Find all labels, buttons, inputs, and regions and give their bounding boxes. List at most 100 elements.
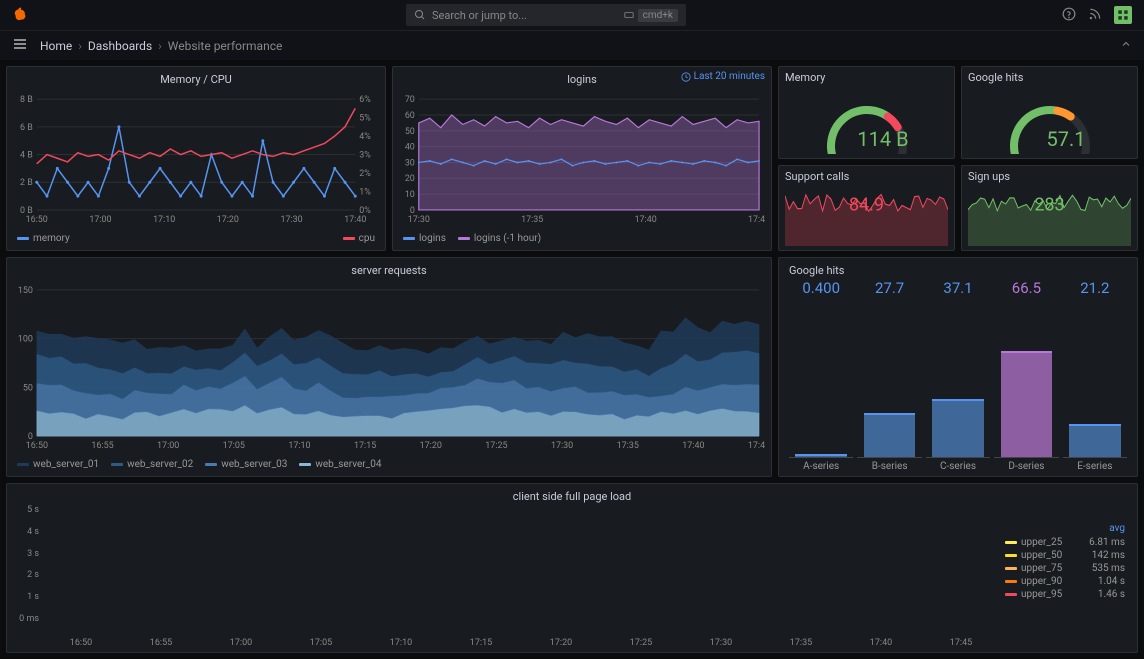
svg-text:57.1: 57.1	[1046, 127, 1085, 151]
panel-memory-gauge[interactable]: Memory 114 B	[778, 66, 955, 159]
svg-text:4 B: 4 B	[20, 151, 33, 161]
chart-logins: 01020304050607017:3017:3517:4017:45	[399, 88, 765, 231]
bar-value: 21.2	[1080, 279, 1109, 297]
svg-text:17:30: 17:30	[408, 215, 430, 225]
panel-support-calls[interactable]: Support calls 84.9	[778, 165, 955, 251]
svg-text:17:40: 17:40	[344, 215, 366, 225]
svg-text:17:15: 17:15	[354, 441, 376, 451]
breadcrumb: Home › Dashboards › Website performance	[40, 39, 282, 53]
legend-item[interactable]: upper_951.46 s	[1005, 589, 1125, 600]
panel-title: Support calls	[785, 170, 948, 183]
bar-rect	[864, 413, 916, 457]
legend-item[interactable]: upper_901.04 s	[1005, 576, 1125, 587]
svg-text:4%: 4%	[359, 132, 371, 142]
svg-text:17:40: 17:40	[635, 215, 657, 225]
svg-text:50: 50	[405, 127, 415, 137]
chart-memory-cpu: 0 B2 B4 B6 B8 B0%1%2%3%4%5%6%16:5017:001…	[13, 88, 379, 231]
svg-text:6%: 6%	[359, 95, 371, 105]
panel-googlehits-gauge[interactable]: Google hits 57.1	[961, 66, 1138, 159]
svg-text:16:50: 16:50	[26, 441, 48, 451]
panel-logins[interactable]: logins Last 20 minutes 01020304050607017…	[392, 66, 772, 251]
bar-col[interactable]: 21.2 E-series	[1063, 279, 1127, 472]
panel-server-requests[interactable]: server requests 05010015016:5016:5517:00…	[6, 257, 772, 477]
panel-sign-ups[interactable]: Sign ups 283	[961, 165, 1138, 251]
panel-page-load[interactable]: client side full page load 5 s4 s3 s2 s1…	[6, 483, 1138, 653]
legend-item[interactable]: web_server_01	[17, 459, 99, 470]
svg-text:6 B: 6 B	[20, 123, 33, 133]
legend: web_server_01 web_server_02 web_server_03 w…	[13, 457, 765, 472]
bar-rect	[932, 399, 984, 457]
svg-text:16:50: 16:50	[26, 215, 48, 225]
panel-title: client side full page load	[13, 488, 1131, 505]
svg-text:20: 20	[405, 174, 415, 184]
svg-text:8 B: 8 B	[20, 95, 33, 105]
bars-row: 0.400 A-series 27.7 B-series 37.1 C-seri…	[785, 279, 1131, 472]
legend-item[interactable]: upper_50142 ms	[1005, 550, 1125, 561]
panel-title: Sign ups	[968, 170, 1131, 183]
chart-server-requests: 05010015016:5016:5517:0017:0517:1017:151…	[13, 279, 765, 457]
legend-item[interactable]: web_server_04	[299, 459, 381, 470]
menu-icon[interactable]	[12, 36, 28, 55]
bar-col[interactable]: 66.5 D-series	[994, 279, 1058, 472]
bar-label: B-series	[872, 461, 908, 472]
svg-text:30: 30	[405, 158, 415, 168]
legend-item[interactable]: upper_75535 ms	[1005, 563, 1125, 574]
search-input[interactable]: Search or jump to... cmd+k	[406, 4, 686, 26]
breadcrumb-sep: ›	[78, 39, 82, 53]
legend-item-memory[interactable]: memory	[17, 233, 70, 244]
breadcrumb-current: Website performance	[168, 39, 283, 53]
svg-text:40: 40	[405, 143, 415, 153]
bar-label: D-series	[1008, 461, 1044, 472]
keyboard-icon	[624, 10, 634, 20]
bar-rect	[1069, 424, 1121, 457]
svg-text:17:10: 17:10	[153, 215, 175, 225]
svg-text:2 B: 2 B	[20, 178, 33, 188]
svg-text:17:05: 17:05	[223, 441, 245, 451]
svg-text:17:30: 17:30	[280, 215, 302, 225]
stacked-bars	[41, 505, 1001, 638]
legend: memory cpu	[13, 231, 379, 246]
breadcrumb-home[interactable]: Home	[40, 39, 72, 53]
svg-text:17:00: 17:00	[157, 441, 179, 451]
svg-text:17:35: 17:35	[521, 215, 543, 225]
gauge-memory: 114 B	[807, 84, 927, 154]
search-placeholder: Search or jump to...	[432, 9, 527, 22]
legend-item-logins-1h[interactable]: logins (-1 hour)	[458, 233, 541, 244]
svg-text:2%: 2%	[359, 169, 371, 179]
bar-col[interactable]: 27.7 B-series	[857, 279, 921, 472]
legend-item[interactable]: upper_256.81 ms	[1005, 537, 1125, 548]
svg-text:10: 10	[405, 190, 415, 200]
help-icon[interactable]	[1062, 7, 1076, 24]
top-bar: Search or jump to... cmd+k	[0, 0, 1144, 30]
svg-text:17:20: 17:20	[217, 215, 239, 225]
breadcrumb-dashboards[interactable]: Dashboards	[88, 39, 152, 53]
panel-memory-cpu[interactable]: Memory / CPU 0 B2 B4 B6 B8 B0%1%2%3%4%5%…	[6, 66, 386, 251]
time-indicator[interactable]: Last 20 minutes	[681, 71, 765, 82]
panel-googlehits-bars[interactable]: Google hits 0.400 A-series 27.7 B-series…	[778, 257, 1138, 477]
bar-col[interactable]: 0.400 A-series	[789, 279, 853, 472]
legend-header: avg	[1005, 523, 1125, 534]
bar-value: 27.7	[875, 279, 904, 297]
legend-item[interactable]: web_server_02	[111, 459, 193, 470]
search-icon	[414, 9, 426, 21]
svg-text:17:20: 17:20	[420, 441, 442, 451]
rss-icon[interactable]	[1088, 7, 1102, 24]
panel-title: Memory / CPU	[13, 71, 379, 88]
bar-rect	[795, 454, 847, 457]
legend: avg upper_256.81 ms upper_50142 ms upper_75…	[1005, 523, 1125, 602]
user-avatar[interactable]	[1114, 6, 1132, 24]
grafana-logo-icon[interactable]	[12, 6, 30, 24]
bar-value: 0.400	[802, 279, 840, 297]
collapse-icon[interactable]	[1120, 38, 1132, 53]
legend-item-logins[interactable]: logins	[403, 233, 446, 244]
panel-title: Google hits	[968, 71, 1131, 84]
svg-text:17:10: 17:10	[288, 441, 310, 451]
bar-label: A-series	[803, 461, 839, 472]
svg-text:1%: 1%	[359, 187, 371, 197]
bar-col[interactable]: 37.1 C-series	[926, 279, 990, 472]
legend-item[interactable]: web_server_03	[205, 459, 287, 470]
y-axis-labels: 5 s4 s3 s2 s1 s0 ms	[13, 505, 39, 624]
legend-item-cpu[interactable]: cpu	[343, 233, 375, 244]
bar-label: C-series	[940, 461, 976, 472]
panel-title: Memory	[785, 71, 948, 84]
